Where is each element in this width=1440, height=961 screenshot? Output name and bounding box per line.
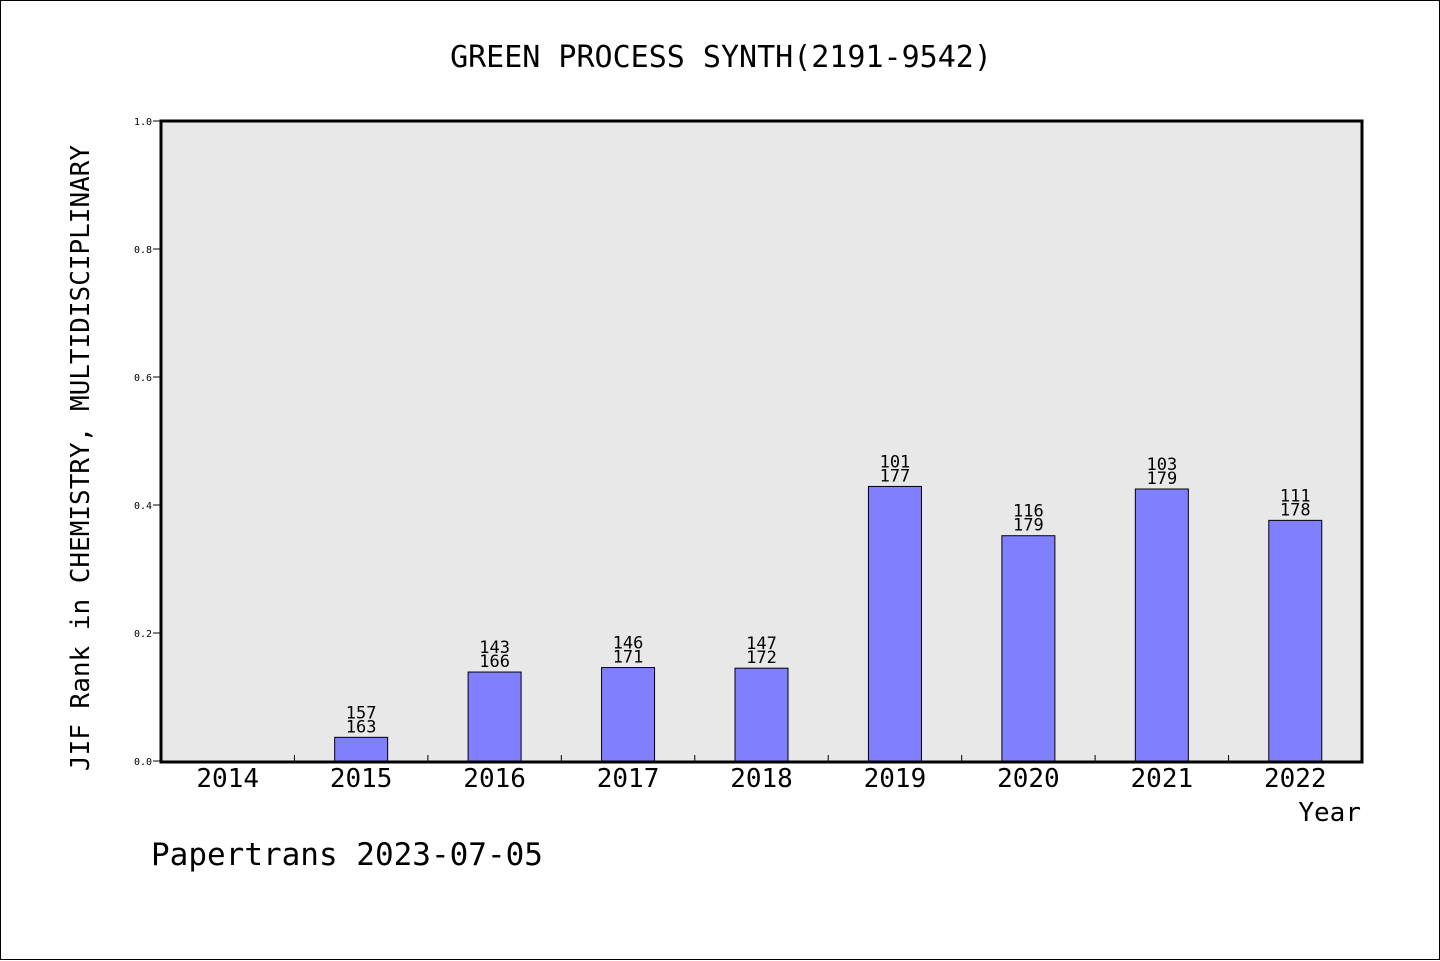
bar-total-label: 172	[746, 648, 777, 668]
bar	[334, 736, 389, 762]
bar-total-label: 179	[1013, 516, 1044, 536]
bar-total-label: 177	[880, 466, 911, 486]
bar-labels: 1571631431661461711471721011771161791031…	[346, 452, 1311, 737]
x-axis: 2014 2015 2016 2017 2018 2019 2020 2021 2022	[196, 755, 1327, 794]
bar-rank-label: 143	[479, 638, 510, 658]
bar-rank-label: 147	[746, 634, 777, 654]
y-axis: 0.0 0.2 0.4 0.6 0.8 1.0	[134, 117, 161, 768]
y-tick-label: 0.2	[134, 629, 152, 640]
y-tick-label: 0.8	[134, 245, 152, 256]
x-tick-label: 2022	[1264, 764, 1327, 794]
x-tick-label: 2014	[196, 764, 259, 794]
x-tick-label: 2021	[1131, 764, 1194, 794]
x-tick-label: 2018	[730, 764, 793, 794]
bar-rank-label: 116	[1013, 502, 1044, 522]
chart-title: GREEN PROCESS SYNTH(2191-9542)	[450, 40, 992, 75]
x-tick-label: 2017	[597, 764, 660, 794]
y-axis-label: JIF Rank in CHEMISTRY, MULTIDISCIPLINARY	[66, 145, 96, 771]
bar-rank-label: 103	[1146, 455, 1177, 475]
bar	[734, 667, 789, 762]
bar-rank-label: 101	[880, 452, 911, 472]
bar	[1268, 519, 1323, 762]
bar	[1134, 488, 1189, 762]
bar-series	[334, 485, 1323, 762]
y-tick-label: 0.4	[134, 501, 152, 512]
x-axis-label: Year	[1298, 798, 1361, 828]
y-tick-label: 1.0	[134, 117, 152, 128]
bar-total-label: 178	[1280, 500, 1311, 520]
y-tick-label: 0.0	[134, 757, 152, 768]
bar-total-label: 171	[613, 648, 644, 668]
y-tick-label: 0.6	[134, 373, 152, 384]
footer-credit: Papertrans 2023-07-05	[151, 837, 543, 873]
x-tick-label: 2015	[330, 764, 393, 794]
bar-total-label: 163	[346, 717, 377, 737]
bar-rank-label: 111	[1280, 486, 1311, 506]
bar	[1001, 535, 1056, 762]
bar	[867, 485, 922, 762]
bar	[467, 671, 522, 762]
bar-total-label: 179	[1146, 469, 1177, 489]
x-tick-label: 2019	[864, 764, 927, 794]
bar-total-label: 166	[479, 652, 510, 672]
bar-rank-label: 146	[613, 634, 644, 654]
x-tick-label: 2016	[463, 764, 526, 794]
bar	[601, 667, 656, 762]
plot-border	[159, 119, 1364, 764]
x-tick-label: 2020	[997, 764, 1060, 794]
bar-rank-label: 157	[346, 703, 377, 723]
